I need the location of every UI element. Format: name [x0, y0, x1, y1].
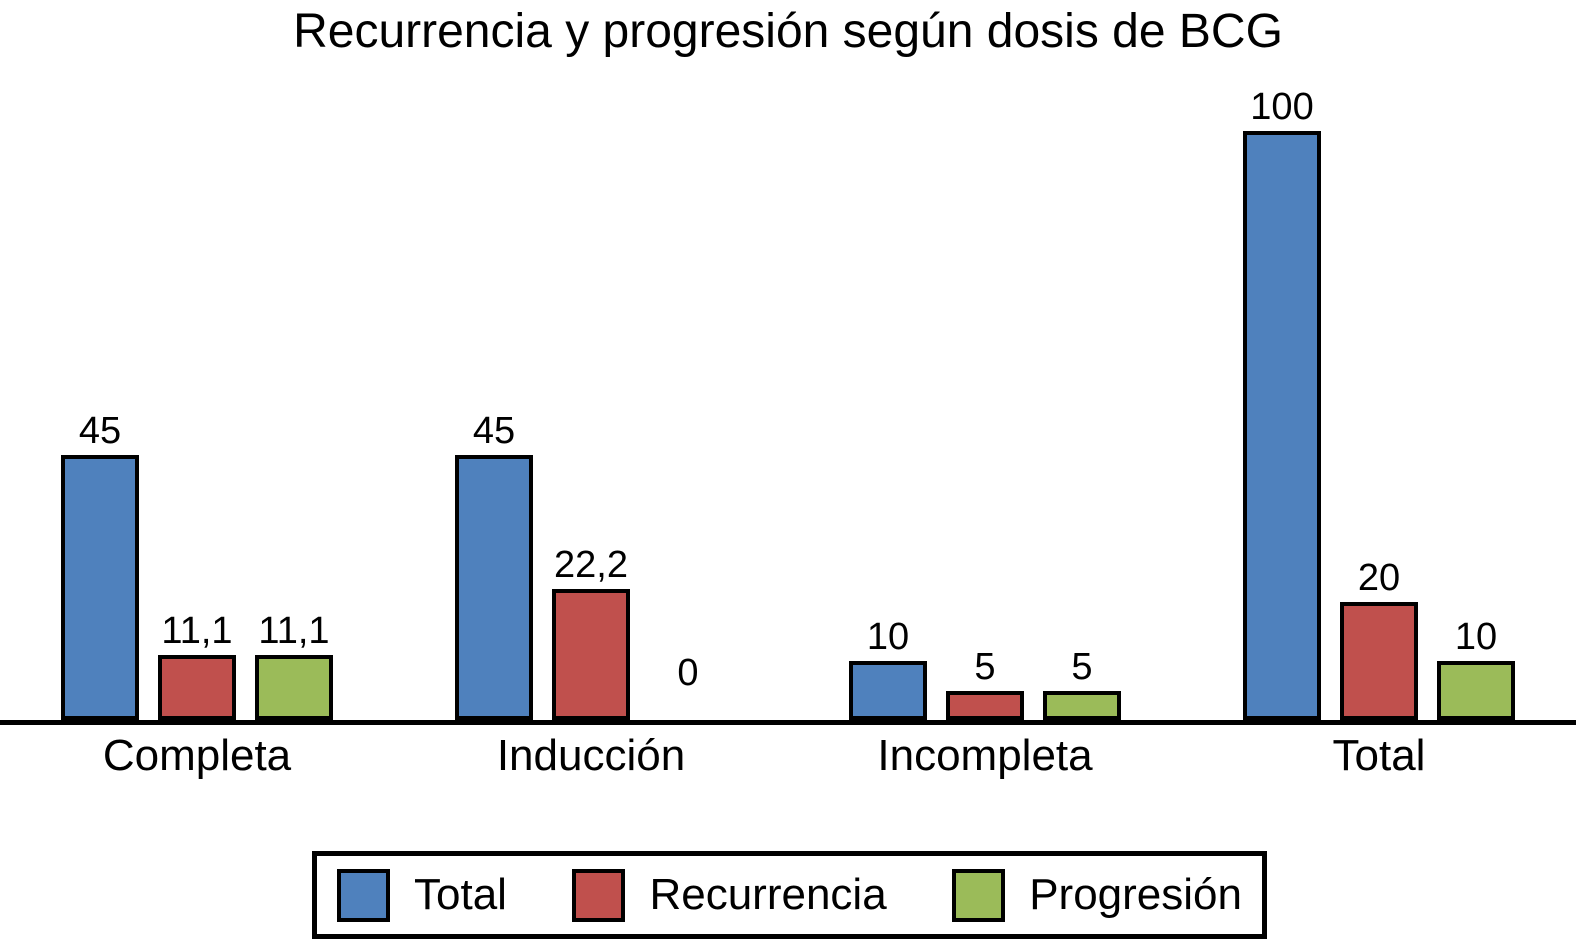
bar-value-label: 45	[78, 410, 122, 452]
legend-swatch-recurrencia	[572, 868, 626, 922]
bar-value-label: 10	[866, 616, 910, 658]
bar-value-label: 20	[1357, 557, 1401, 599]
bar-value-label: 45	[472, 410, 516, 452]
category-label-total: Total	[1332, 731, 1426, 780]
bar-recurrencia-incompleta: 5	[946, 648, 1024, 720]
bar-recurrencia-inducción: 22,2	[552, 546, 630, 720]
bar-value-label: 11,1	[258, 610, 330, 652]
legend-item-recurrencia: Recurrencia	[572, 868, 887, 922]
plot-area: 45 11,1 11,1 45 22,2 0 10 5 5 100 20 10	[0, 88, 1576, 725]
bar-value-label: 5	[1071, 646, 1093, 688]
category-label-completa: Completa	[102, 731, 292, 780]
bar-group-completa: 45 11,1 11,1	[0, 100, 394, 720]
bar-value-label: 22,2	[554, 544, 628, 586]
chart-title: Recurrencia y progresión según dosis de …	[293, 5, 1283, 58]
bar-value-label: 0	[677, 652, 699, 694]
legend-label: Progresión	[1029, 870, 1242, 919]
bar-total-inducción: 45	[455, 412, 533, 720]
bar-group-inducción: 45 22,2 0	[394, 100, 788, 720]
bar-recurrencia-total: 20	[1340, 559, 1418, 720]
bar-total-completa: 45	[61, 412, 139, 720]
bar-value-label: 5	[974, 646, 996, 688]
bar-value-label: 10	[1454, 616, 1498, 658]
bar-progresión-total: 10	[1437, 618, 1515, 720]
legend-item-total: Total	[337, 868, 507, 922]
x-axis-labels: Completa Inducción Incompleta Total	[0, 730, 1576, 783]
bar-group-incompleta: 10 5 5	[788, 100, 1182, 720]
legend-swatch-progresión	[952, 868, 1006, 922]
legend: Total Recurrencia Progresión	[312, 851, 1267, 939]
bar-progresión-completa: 11,1	[255, 612, 333, 720]
legend-label: Recurrencia	[649, 870, 887, 919]
bar-value-label: 11,1	[161, 610, 233, 652]
legend-item-progresión: Progresión	[952, 868, 1242, 922]
bar-recurrencia-completa: 11,1	[158, 612, 236, 720]
bar-group-total: 100 20 10	[1182, 88, 1576, 720]
bar-value-label: 100	[1250, 86, 1314, 128]
legend-swatch-total	[337, 868, 390, 922]
legend-label: Total	[414, 870, 507, 919]
bar-total-incompleta: 10	[849, 618, 927, 720]
category-label-inducción: Inducción	[496, 731, 686, 780]
category-label-incompleta: Incompleta	[877, 731, 1093, 780]
bar-total-total: 100	[1243, 88, 1321, 720]
bar-progresión-incompleta: 5	[1043, 648, 1121, 720]
